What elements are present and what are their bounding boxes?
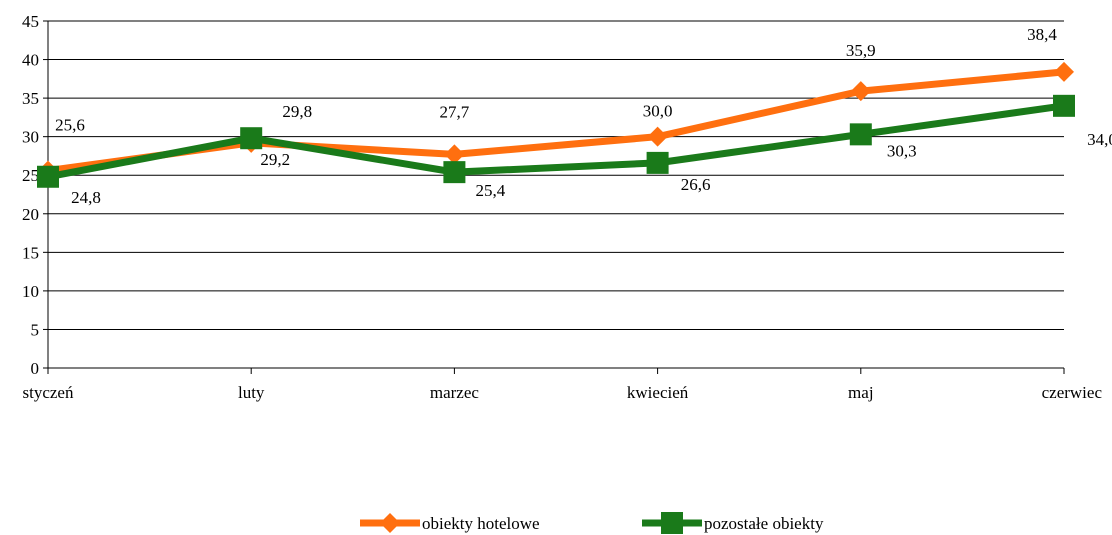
- x-tick-label: marzec: [430, 383, 480, 402]
- y-tick-label: 45: [22, 12, 39, 31]
- y-axis-tick-labels: 0 5 10 15 20 25 30 35 40 45: [22, 12, 39, 378]
- gridlines: [48, 20, 1064, 330]
- y-tick-label: 25: [22, 166, 39, 185]
- legend-marker: [380, 513, 400, 533]
- data-label: 38,4: [1027, 25, 1057, 44]
- data-point-marker: [647, 126, 668, 147]
- y-tick-label: 10: [22, 282, 39, 301]
- x-tick-label: kwiecień: [627, 383, 689, 402]
- data-label: 29,8: [282, 102, 312, 121]
- x-tick-label: maj: [848, 383, 874, 402]
- data-label: 26,6: [681, 175, 711, 194]
- y-tick-label: 40: [22, 51, 39, 70]
- data-point-marker: [646, 151, 669, 174]
- legend-marker: [661, 512, 683, 534]
- y-tick-label: 15: [22, 243, 39, 262]
- legend-label: obiekty hotelowe: [422, 514, 540, 533]
- data-point-marker: [1054, 61, 1074, 82]
- data-label: 30,0: [643, 102, 673, 121]
- data-label: 24,8: [71, 188, 101, 207]
- x-tick-label: luty: [238, 383, 265, 402]
- data-label: 30,3: [887, 141, 917, 160]
- data-label: 29,2: [260, 150, 290, 169]
- y-tick-label: 0: [31, 359, 40, 378]
- axes: [43, 20, 1065, 374]
- x-tick-label: styczeń: [23, 383, 74, 402]
- legend: obiekty hotelowe pozostałe obiekty: [360, 512, 824, 534]
- legend-label: pozostałe obiekty: [704, 514, 824, 533]
- legend-item-pozostale-obiekty: pozostałe obiekty: [642, 512, 824, 534]
- legend-item-obiekty-hotelowe: obiekty hotelowe: [360, 513, 540, 533]
- data-label: 35,9: [846, 41, 876, 60]
- y-tick-label: 35: [22, 89, 39, 108]
- series-line-pozostale-obiekty: [47, 102, 1065, 181]
- data-labels: 25,6 29,2 27,7 30,0 35,9 38,4 24,8 29,8 25,4 26,6…: [55, 25, 1112, 207]
- y-tick-label: 20: [22, 205, 39, 224]
- x-axis-tick-labels: styczeń luty marzec kwiecień maj czerwiec: [23, 383, 1103, 402]
- data-point-marker: [849, 123, 872, 146]
- y-tick-label: 30: [22, 128, 39, 147]
- data-point-marker: [1053, 94, 1075, 117]
- data-point-marker: [37, 165, 59, 188]
- x-tick-label: czerwiec: [1042, 383, 1103, 402]
- data-point-marker: [444, 144, 465, 165]
- data-point-marker: [850, 81, 871, 102]
- data-series: [37, 61, 1075, 188]
- y-tick-label: 5: [31, 320, 40, 339]
- data-label: 25,6: [55, 116, 85, 135]
- data-label: 27,7: [440, 102, 470, 121]
- data-label: 25,4: [476, 181, 506, 200]
- data-point-marker: [240, 127, 263, 150]
- data-point-marker: [443, 161, 466, 184]
- data-label: 34,0: [1087, 130, 1112, 149]
